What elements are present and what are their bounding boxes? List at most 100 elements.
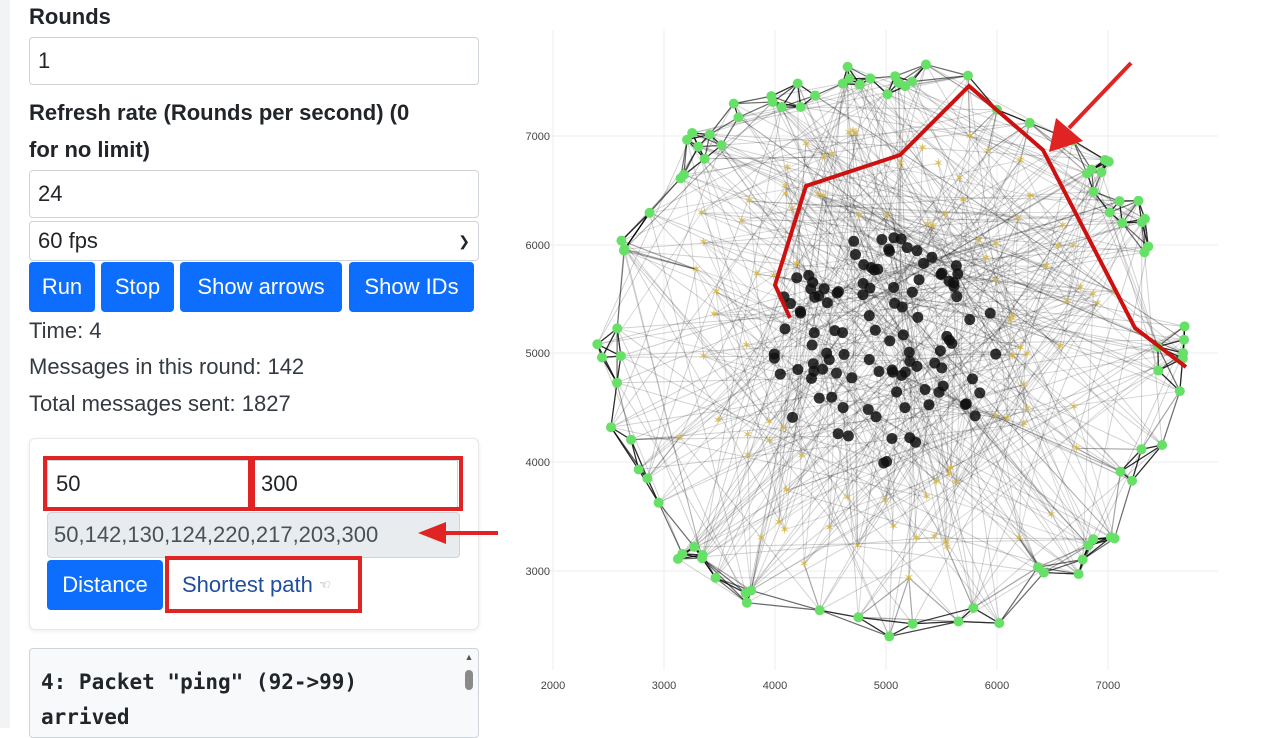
message-log[interactable]: 4: Packet "ping" (92->99) arrived — [29, 648, 479, 738]
inner-node — [779, 323, 790, 334]
scroll-up-icon[interactable]: ▲ — [462, 652, 476, 662]
inner-node — [898, 329, 909, 340]
inner-node — [883, 244, 894, 255]
middle-node: ✶ — [929, 529, 940, 544]
x-tick-label: 5000 — [874, 680, 898, 692]
middle-node: ✶ — [982, 143, 993, 158]
inner-node — [944, 276, 955, 287]
inner-node — [967, 373, 978, 384]
outer-node — [733, 112, 743, 122]
distance-button[interactable]: Distance — [47, 560, 163, 610]
middle-node: ✶ — [911, 530, 922, 545]
outer-node — [612, 378, 622, 388]
outer-node — [742, 598, 752, 608]
middle-node: ✶ — [781, 482, 792, 497]
outer-node — [853, 612, 863, 622]
outer-node — [654, 498, 664, 508]
show-ids-button[interactable]: Show IDs — [349, 262, 474, 312]
inner-node — [839, 349, 850, 360]
stop-button[interactable]: Stop — [101, 262, 174, 312]
inner-node — [826, 392, 837, 403]
scroll-thumb[interactable] — [465, 670, 473, 690]
outer-node — [1180, 321, 1190, 331]
outer-node — [1175, 386, 1185, 396]
inner-node — [864, 310, 875, 321]
inner-node — [938, 381, 949, 392]
rounds-input[interactable]: 1 — [29, 37, 479, 85]
outer-node — [768, 97, 778, 107]
middle-node: ✶ — [711, 284, 722, 299]
middle-node: ✶ — [921, 489, 932, 504]
inner-node — [886, 433, 897, 444]
outer-node — [954, 616, 964, 626]
inner-node — [911, 245, 922, 256]
graph-edge — [597, 133, 692, 344]
inner-node — [864, 283, 875, 294]
inner-node — [911, 361, 922, 372]
middle-node: ✶ — [824, 520, 835, 535]
middle-node: ✶ — [698, 348, 709, 363]
inner-node — [872, 264, 883, 275]
middle-node: ✶ — [1046, 507, 1057, 522]
middle-node: ✶ — [756, 530, 767, 545]
show-arrows-button[interactable]: Show arrows — [180, 262, 342, 312]
inner-node — [814, 393, 825, 404]
middle-node: ✶ — [736, 213, 747, 228]
inner-node — [964, 314, 975, 325]
outer-node — [893, 78, 903, 88]
outer-node — [968, 603, 978, 613]
inner-node — [884, 335, 895, 346]
inner-node — [907, 287, 918, 298]
graph-edge — [625, 102, 773, 249]
outer-node — [994, 618, 1004, 628]
outer-node — [796, 102, 806, 112]
middle-node: ✶ — [691, 261, 702, 276]
middle-node: ✶ — [888, 519, 899, 534]
middle-node: ✶ — [958, 192, 969, 207]
fps-select[interactable]: 60 fps ❯ — [29, 221, 479, 261]
x-tick-label: 2000 — [541, 680, 565, 692]
inner-node — [961, 398, 972, 409]
outer-node — [865, 73, 875, 83]
inner-node — [870, 411, 881, 422]
refresh-rate-input[interactable]: 24 — [29, 170, 479, 218]
middle-node: ✶ — [779, 522, 790, 537]
left-edge-strip — [0, 0, 10, 728]
outer-node — [1133, 196, 1143, 206]
outer-node — [1100, 155, 1110, 165]
inner-node — [888, 232, 899, 243]
middle-node: ✶ — [796, 448, 807, 463]
rounds-label: Rounds — [29, 0, 111, 35]
middle-node: ✶ — [1018, 377, 1029, 392]
outer-node — [884, 631, 894, 641]
outer-node — [626, 435, 636, 445]
inner-node — [946, 338, 957, 349]
log-scrollbar[interactable]: ▲ — [462, 652, 476, 732]
outer-node — [716, 140, 726, 150]
middle-node: ✶ — [1068, 238, 1079, 253]
messages-round-readout: Messages in this round: 142 — [29, 354, 304, 380]
run-button[interactable]: Run — [29, 262, 95, 312]
middle-node: ✶ — [852, 538, 863, 553]
middle-node: ✶ — [882, 208, 893, 223]
outer-node — [689, 542, 699, 552]
inner-node — [904, 347, 915, 358]
middle-node: ✶ — [1013, 211, 1024, 226]
middle-node: ✶ — [1019, 416, 1030, 431]
inner-node — [791, 272, 802, 283]
inner-node — [974, 387, 985, 398]
time-readout: Time: 4 — [29, 318, 102, 344]
inner-node — [775, 369, 786, 380]
inner-node — [876, 234, 887, 245]
shortest-path-highlight-box — [165, 556, 362, 613]
x-tick-label: 7000 — [1096, 680, 1120, 692]
outer-node — [592, 339, 602, 349]
middle-node: ✶ — [1007, 348, 1018, 363]
graph-edge — [820, 610, 859, 617]
middle-node: ✶ — [709, 306, 720, 321]
middle-node: ✶ — [1088, 286, 1099, 301]
outer-node — [673, 554, 683, 564]
inner-node — [808, 358, 819, 369]
middle-node: ✶ — [1075, 280, 1086, 295]
middle-node: ✶ — [927, 218, 938, 233]
